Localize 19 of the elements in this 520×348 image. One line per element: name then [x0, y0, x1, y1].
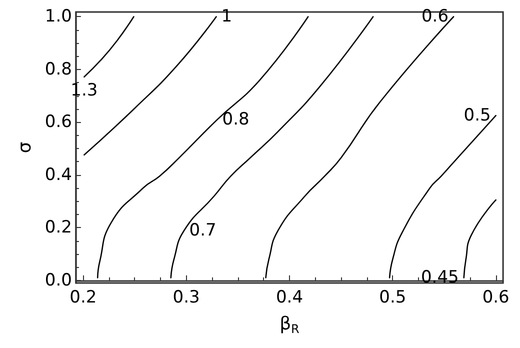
x-tick-label: 0.4: [276, 288, 304, 308]
x-tick-label: 0.6: [482, 288, 510, 308]
series-label: 0.5: [464, 106, 491, 126]
y-tick-label: 0.0: [44, 270, 72, 290]
line-series: [463, 199, 496, 278]
x-tick-label: 0.3: [172, 288, 200, 308]
y-tick-label: 0.8: [44, 59, 72, 80]
series-label: 0.6: [421, 6, 449, 27]
line-series: [84, 16, 134, 78]
series-label: 0.8: [222, 110, 250, 130]
y-tick-label: 0.4: [44, 164, 72, 185]
y-axis-title: σ: [14, 142, 36, 154]
x-tick-label: 0.5: [379, 288, 406, 308]
x-tick-label: 0.2: [70, 288, 97, 308]
series-label: 0.7: [189, 220, 216, 240]
y-tick-label: 0.2: [44, 218, 72, 238]
series-label: 1: [221, 6, 232, 27]
y-tick-label: 0.6: [44, 112, 72, 132]
y-tick-label: 1.0: [44, 6, 72, 27]
